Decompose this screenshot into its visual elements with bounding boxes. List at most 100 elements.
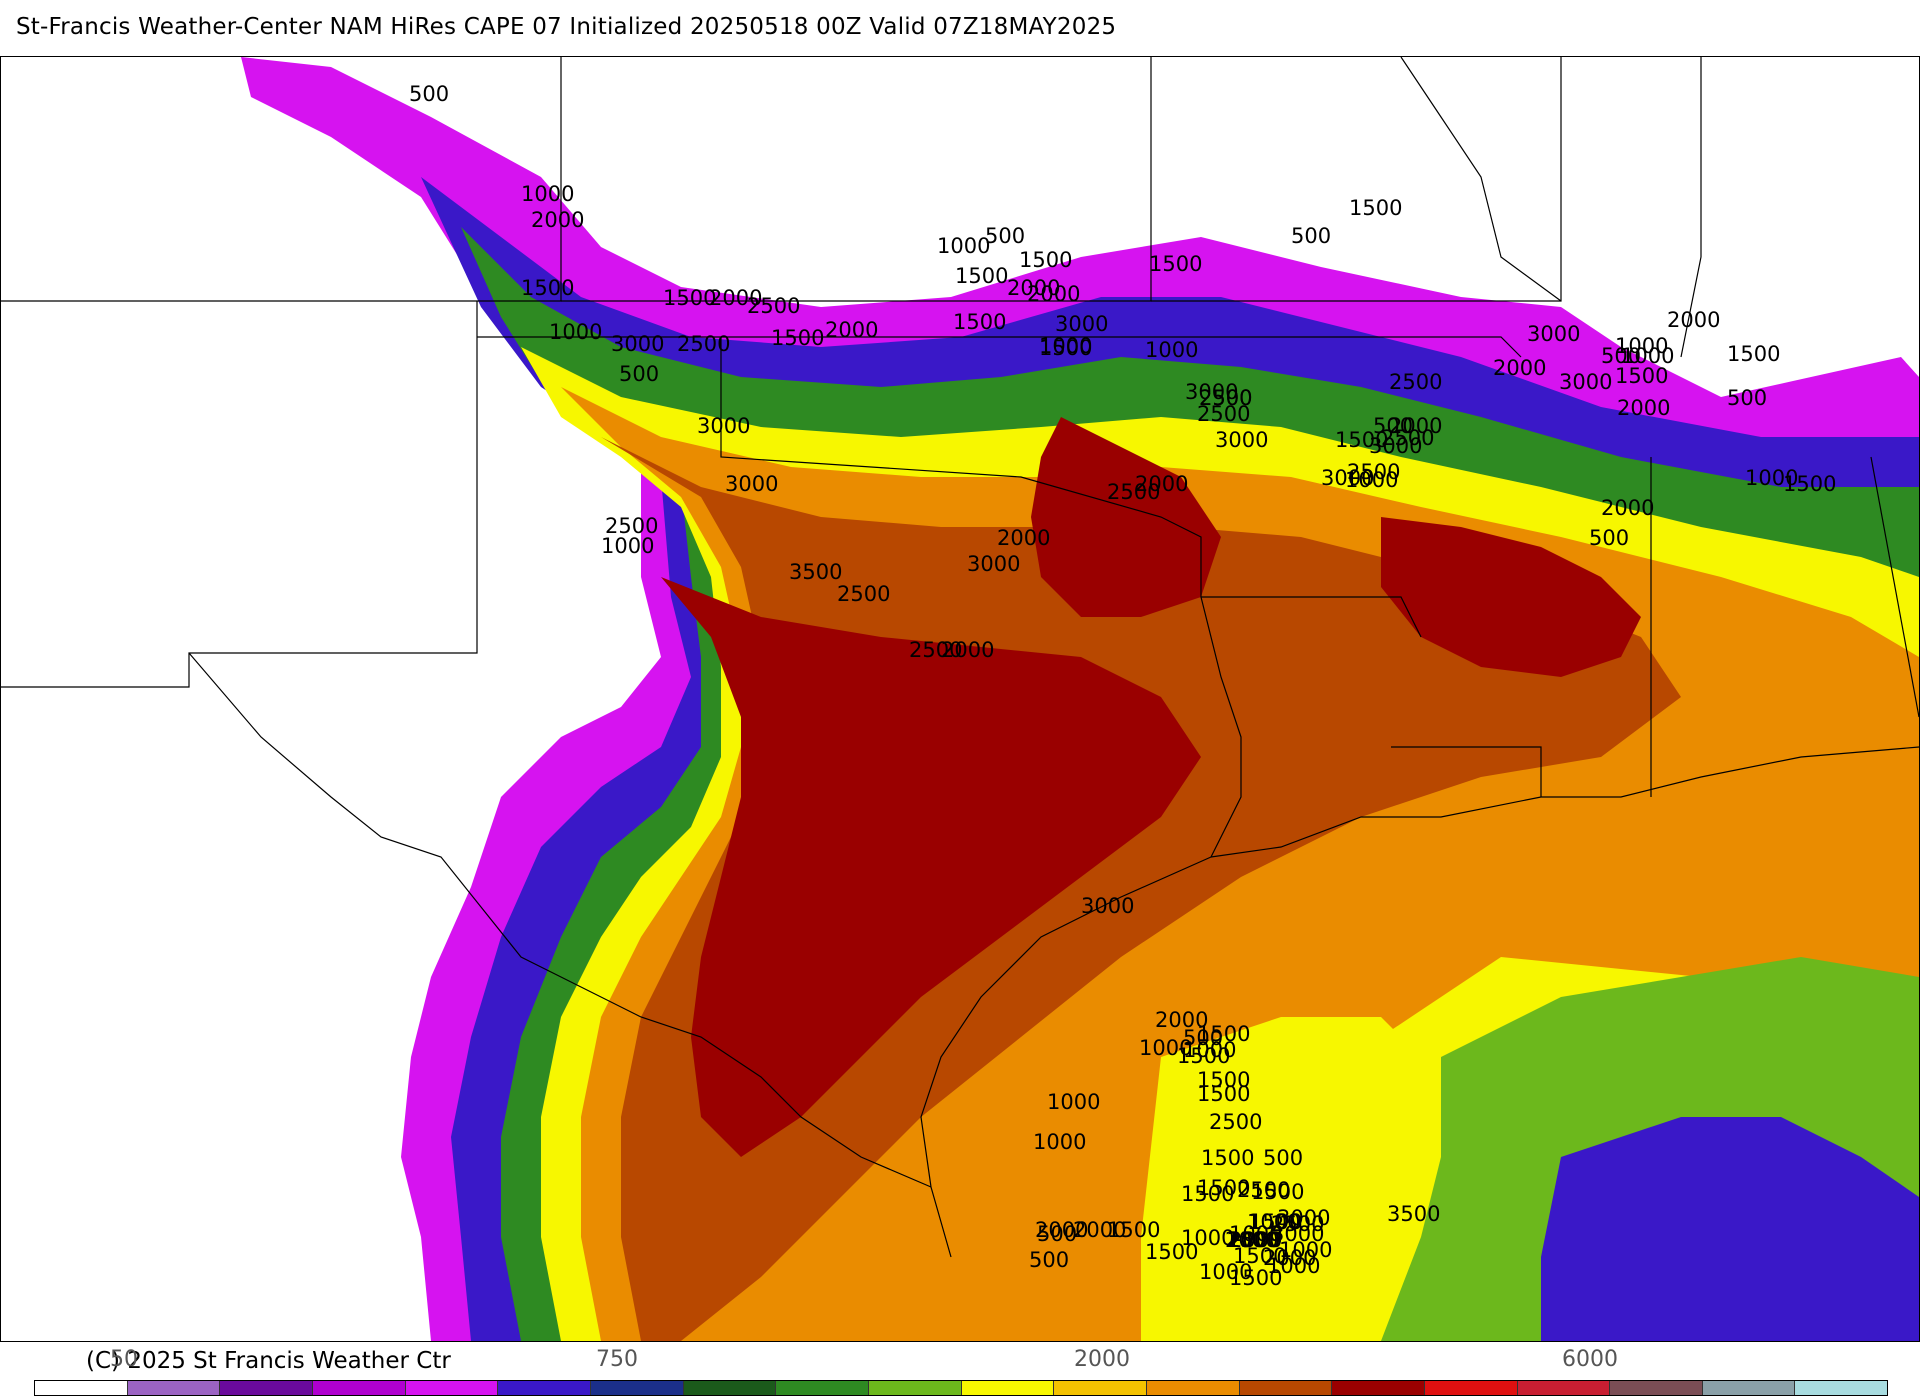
contour-label: 1500 [1229, 1266, 1282, 1290]
contour-label: 1000 [1279, 1238, 1332, 1262]
contour-label: 2000 [1227, 1228, 1280, 1252]
colorbar-swatch [498, 1381, 591, 1395]
contour-label: 1000 [1047, 1090, 1100, 1114]
contour-label: 500 [409, 82, 449, 106]
scale-label: 750 [596, 1347, 638, 1372]
contour-label: 1000 [549, 320, 602, 344]
contour-label: 3000 [1055, 312, 1108, 336]
scale-label: 6000 [1562, 1347, 1618, 1372]
contour-label: 1500 [1197, 1068, 1250, 1092]
contour-label: 1000 [1199, 1260, 1252, 1284]
contour-label: 3000 [1369, 434, 1422, 458]
contour-label: 500 [1727, 386, 1767, 410]
cape-region-3500-east [1381, 517, 1641, 677]
contour-label: 1500 [1727, 342, 1780, 366]
state-border [477, 336, 1422, 638]
colorbar-swatch [312, 1381, 406, 1395]
colorbar-swatch [776, 1381, 869, 1395]
contour-label: 3500 [1387, 1202, 1440, 1226]
cape-fill-layer [241, 57, 1919, 1341]
contour-label: 3000 [1321, 466, 1374, 490]
colorbar-swatch [1054, 1381, 1147, 1395]
cape-region-gulf-blue [1541, 1117, 1919, 1341]
colorbar-swatch [1702, 1381, 1796, 1395]
contour-label: 500 [1373, 414, 1413, 438]
political-borders [1, 57, 1919, 1258]
contour-label: 1000 [1621, 344, 1674, 368]
contour-label: 2500 [1347, 460, 1400, 484]
colorbar-swatch [1146, 1381, 1240, 1395]
colorbar-swatch [1610, 1381, 1703, 1395]
contour-label: 1000 [1145, 338, 1198, 362]
colorbar-swatch [35, 1381, 128, 1395]
contour-label: 2000 [1155, 1008, 1208, 1032]
contour-label: 3000 [1271, 1222, 1324, 1246]
contour-label: 1500 [1335, 428, 1388, 452]
colorbar-swatch [961, 1381, 1055, 1395]
contour-label: 1000 [1745, 466, 1798, 490]
contour-label: 500 [1589, 526, 1629, 550]
contour-label: 1000 [1229, 1222, 1282, 1246]
contour-label: 500 [1263, 1146, 1303, 1170]
contour-label: 1500 [953, 310, 1006, 334]
contour-label: 1500 [1783, 472, 1836, 496]
contour-label: 2000 [1007, 276, 1060, 300]
state-border [721, 336, 1522, 358]
contour-label: 2000 [825, 318, 878, 342]
colorbar-swatch [1517, 1381, 1611, 1395]
contour-label: 2000 [997, 526, 1050, 550]
contour-label: 1500 [1039, 336, 1092, 360]
contour-label: 1500 [955, 264, 1008, 288]
contour-label: 1500 [663, 286, 716, 310]
contour-label: 1500 [1197, 1176, 1250, 1200]
contour-label: 1500 [1249, 1210, 1302, 1234]
contour-label: 2500 [605, 514, 658, 538]
contour-label: 2000 [531, 208, 584, 232]
contour-label: 1000 [1183, 1038, 1236, 1062]
scale-label: 2000 [1074, 1347, 1130, 1372]
contour-label: 1500 [521, 276, 574, 300]
contour-label: 3000 [1527, 322, 1580, 346]
contour-label: 1000 [1181, 1226, 1234, 1250]
contour-label: 1500 [1197, 1022, 1250, 1046]
contour-label: 1500 [1181, 1182, 1234, 1206]
contour-label: 2000 [1027, 282, 1080, 306]
contour-label: 2000 [1389, 414, 1442, 438]
contour-label: 1000 [1039, 334, 1092, 358]
contour-label: 1000 [1267, 1254, 1320, 1278]
contour-label: 500 [1291, 224, 1331, 248]
contour-label: 2000 [1135, 472, 1188, 496]
contour-label: 1500 [1177, 1044, 1230, 1068]
colorbar-swatch [1424, 1381, 1518, 1395]
contour-label: 1500 [1201, 1146, 1254, 1170]
contour-label: 1500 [1197, 1082, 1250, 1106]
colorbar-swatch [590, 1381, 684, 1395]
contour-label: 1500 [1145, 1240, 1198, 1264]
contour-label: 2000 [1073, 1218, 1126, 1242]
cape-region-3500-north [1031, 417, 1221, 617]
contour-label: 500 [1601, 344, 1641, 368]
colorbar-swatch [127, 1381, 221, 1395]
contour-label: 3000 [1215, 428, 1268, 452]
contour-label: 2000 [1601, 496, 1654, 520]
contour-label: 2000 [709, 286, 762, 310]
contour-label: 1000 [937, 234, 990, 258]
colorbar-swatch [1332, 1381, 1425, 1395]
map-title: St-Francis Weather-Center NAM HiRes CAPE… [16, 14, 1117, 40]
contour-label: 500 [1037, 1222, 1077, 1246]
contour-label: 2500 [909, 638, 962, 662]
contour-label: 2500 [1237, 1178, 1290, 1202]
contour-label: 500 [985, 224, 1025, 248]
contour-label: 1500 [1251, 1180, 1304, 1204]
state-border [1200, 596, 1242, 858]
contour-label: 500 [1029, 1248, 1069, 1272]
contour-label: 3000 [1185, 380, 1238, 404]
contour-label: 3500 [789, 560, 842, 584]
colorbar-swatch [868, 1381, 962, 1395]
contour-label: 1000 [1345, 468, 1398, 492]
contour-label: 2500 [1199, 386, 1252, 410]
cape-region-3500 [661, 577, 1201, 1157]
colorbar-swatch [220, 1381, 313, 1395]
